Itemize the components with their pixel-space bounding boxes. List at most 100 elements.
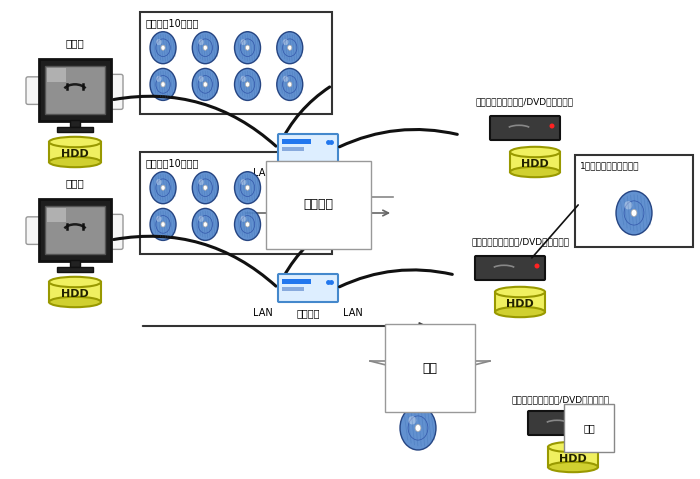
Ellipse shape <box>408 416 416 424</box>
Ellipse shape <box>276 68 303 101</box>
Text: HDD: HDD <box>506 299 534 309</box>
FancyBboxPatch shape <box>26 217 42 244</box>
FancyBboxPatch shape <box>70 120 80 127</box>
Ellipse shape <box>150 171 176 204</box>
Text: ダビング: ダビング <box>303 198 333 212</box>
Ellipse shape <box>246 185 250 190</box>
FancyBboxPatch shape <box>282 287 304 291</box>
Ellipse shape <box>198 179 204 185</box>
Ellipse shape <box>400 406 436 450</box>
FancyBboxPatch shape <box>49 142 101 162</box>
Text: LAN: LAN <box>343 308 363 318</box>
Ellipse shape <box>548 442 598 452</box>
Text: 消去: 消去 <box>583 423 595 433</box>
Ellipse shape <box>276 208 303 240</box>
FancyBboxPatch shape <box>282 279 311 284</box>
Ellipse shape <box>535 263 540 269</box>
Text: HDD: HDD <box>61 149 89 159</box>
Ellipse shape <box>150 32 176 64</box>
FancyBboxPatch shape <box>510 152 560 172</box>
FancyBboxPatch shape <box>278 134 338 162</box>
Ellipse shape <box>240 179 246 185</box>
Ellipse shape <box>161 82 165 87</box>
Ellipse shape <box>550 124 554 128</box>
FancyBboxPatch shape <box>39 199 111 261</box>
Text: ビエラ: ビエラ <box>66 38 85 48</box>
Ellipse shape <box>631 209 637 217</box>
FancyBboxPatch shape <box>282 139 311 144</box>
Text: HDD: HDD <box>559 454 587 464</box>
Ellipse shape <box>203 45 207 50</box>
Ellipse shape <box>624 201 632 209</box>
Text: ブルーレイディスク/DVDレコーダー: ブルーレイディスク/DVDレコーダー <box>475 97 573 106</box>
Ellipse shape <box>288 45 292 50</box>
Ellipse shape <box>246 45 250 50</box>
Text: ブルーレイディスク/DVDレコーダー: ブルーレイディスク/DVDレコーダー <box>511 395 609 404</box>
Ellipse shape <box>283 179 288 185</box>
FancyBboxPatch shape <box>47 68 66 81</box>
FancyBboxPatch shape <box>140 12 332 114</box>
Ellipse shape <box>193 68 218 101</box>
Ellipse shape <box>283 39 288 45</box>
Ellipse shape <box>234 171 260 204</box>
Ellipse shape <box>198 39 204 45</box>
FancyBboxPatch shape <box>45 206 105 253</box>
Ellipse shape <box>49 277 101 287</box>
Text: LAN: LAN <box>253 308 273 318</box>
Ellipse shape <box>587 419 592 423</box>
FancyBboxPatch shape <box>47 208 66 222</box>
Ellipse shape <box>203 222 207 227</box>
Ellipse shape <box>276 171 303 204</box>
Ellipse shape <box>276 32 303 64</box>
Ellipse shape <box>49 297 101 307</box>
Ellipse shape <box>288 222 292 227</box>
Text: ダビング10の番組: ダビング10の番組 <box>146 18 199 28</box>
Text: LAN: LAN <box>253 168 273 178</box>
Ellipse shape <box>150 68 176 101</box>
Ellipse shape <box>198 216 204 222</box>
Ellipse shape <box>510 147 560 157</box>
Ellipse shape <box>203 185 207 190</box>
FancyBboxPatch shape <box>70 260 80 267</box>
FancyBboxPatch shape <box>140 152 332 254</box>
FancyBboxPatch shape <box>108 74 123 109</box>
Ellipse shape <box>49 137 101 147</box>
Text: LAN: LAN <box>343 168 363 178</box>
Ellipse shape <box>616 191 652 235</box>
Ellipse shape <box>240 76 246 82</box>
FancyBboxPatch shape <box>278 274 338 302</box>
FancyBboxPatch shape <box>490 116 560 140</box>
Text: ダビング10の番組: ダビング10の番組 <box>146 158 199 168</box>
Ellipse shape <box>283 216 288 222</box>
FancyBboxPatch shape <box>45 67 105 114</box>
FancyBboxPatch shape <box>108 215 123 250</box>
Ellipse shape <box>193 32 218 64</box>
FancyBboxPatch shape <box>57 127 93 132</box>
Ellipse shape <box>156 76 162 82</box>
Ellipse shape <box>234 32 260 64</box>
Text: ビエラ: ビエラ <box>66 178 85 188</box>
Text: HDD: HDD <box>61 289 89 299</box>
FancyBboxPatch shape <box>528 411 598 435</box>
Ellipse shape <box>234 68 260 101</box>
Ellipse shape <box>203 82 207 87</box>
Ellipse shape <box>193 171 218 204</box>
Text: ルーター: ルーター <box>296 168 320 178</box>
FancyBboxPatch shape <box>282 147 304 151</box>
FancyBboxPatch shape <box>26 77 42 104</box>
Ellipse shape <box>495 287 545 297</box>
Text: 1回だけ録画可能の番組: 1回だけ録画可能の番組 <box>580 161 640 170</box>
FancyBboxPatch shape <box>495 292 545 312</box>
FancyBboxPatch shape <box>475 256 545 280</box>
Ellipse shape <box>198 76 204 82</box>
Ellipse shape <box>161 45 165 50</box>
FancyBboxPatch shape <box>548 447 598 467</box>
Ellipse shape <box>161 222 165 227</box>
FancyBboxPatch shape <box>49 282 101 302</box>
Ellipse shape <box>161 185 165 190</box>
FancyBboxPatch shape <box>57 267 93 272</box>
Ellipse shape <box>283 76 288 82</box>
Text: ブルーレイディスク/DVDレコーダー: ブルーレイディスク/DVDレコーダー <box>472 237 570 246</box>
Ellipse shape <box>240 216 246 222</box>
Ellipse shape <box>288 82 292 87</box>
